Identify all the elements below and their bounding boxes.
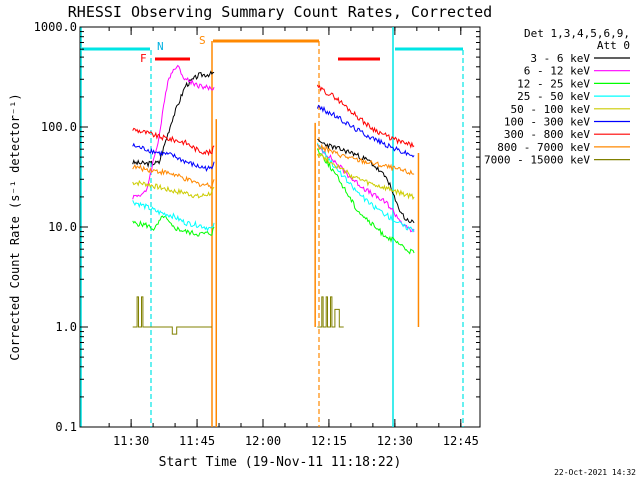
- x-tick-label: 12:00: [245, 434, 281, 448]
- series-line: [316, 143, 415, 176]
- series-line: [132, 164, 215, 189]
- legend-label: 25 - 50 keV: [517, 90, 590, 103]
- series-line: [316, 142, 415, 233]
- y-tick-label: 0.1: [55, 420, 77, 434]
- series-line: [316, 148, 415, 255]
- x-tick-label: 11:30: [113, 434, 149, 448]
- series-line: [316, 153, 415, 201]
- legend-label: 12 - 25 keV: [517, 77, 590, 90]
- legend-label: 100 - 300 keV: [504, 116, 590, 129]
- legend-label: 800 - 7000 keV: [497, 141, 590, 154]
- x-tick-label: 12:30: [377, 434, 413, 448]
- series-line: [132, 64, 215, 200]
- series-line: [132, 70, 215, 169]
- series-line: [132, 296, 212, 335]
- flare-flag-label: F: [140, 52, 147, 65]
- series-line: [316, 144, 415, 233]
- series-line: [132, 200, 215, 232]
- y-tick-label: 10.0: [48, 220, 77, 234]
- series-line: [317, 138, 415, 224]
- series-line: [316, 84, 415, 149]
- series-line: [132, 127, 215, 157]
- series-line: [132, 215, 215, 237]
- x-axis-label: Start Time (19-Nov-11 11:18:22): [159, 455, 402, 470]
- legend-header: Att 0: [597, 39, 630, 52]
- series-line: [132, 142, 215, 172]
- series-line: [316, 104, 415, 158]
- y-tick-label: 100.0: [41, 120, 77, 134]
- x-tick-label: 11:45: [179, 434, 215, 448]
- footer-date: 22-Oct-2021 14:32: [554, 468, 636, 477]
- series-line: [317, 296, 344, 328]
- x-tick-label: 12:45: [443, 434, 479, 448]
- y-axis-label: Corrected Count Rate (s⁻¹ detector⁻¹): [8, 93, 22, 360]
- y-tick-label: 1.0: [55, 320, 77, 334]
- plot-frame: [79, 26, 481, 428]
- legend-label: 50 - 100 keV: [511, 103, 591, 116]
- chart-title: RHESSI Observing Summary Count Rates, Co…: [68, 3, 492, 21]
- y-tick-label: 1000.0: [34, 20, 77, 34]
- legend-label: 300 - 800 keV: [504, 128, 590, 141]
- legend-label: 7000 - 15000 keV: [484, 154, 590, 167]
- series-line: [132, 179, 215, 199]
- x-tick-label: 12:15: [311, 434, 347, 448]
- legend-label: 6 - 12 keV: [524, 65, 591, 78]
- saa-flag-label: S: [199, 34, 206, 47]
- series-layer: [132, 64, 420, 427]
- axes-layer: 0.1 1.0 10.0 100.0 1000.0 11:30 11:45 12:00 12:1…: [34, 20, 480, 448]
- night-flag-label: N: [157, 40, 164, 53]
- legend-header: Det 1,3,4,5,6,9,: [524, 27, 630, 40]
- legend-label: 3 - 6 keV: [530, 52, 590, 65]
